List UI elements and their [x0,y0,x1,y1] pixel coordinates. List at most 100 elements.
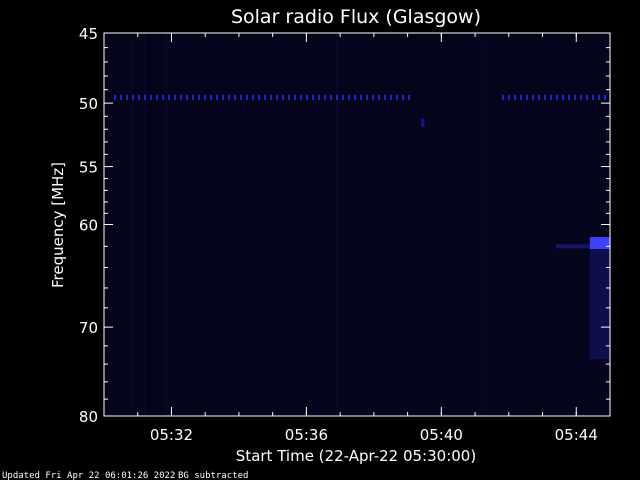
noise-column [168,33,172,416]
interference-dash [210,94,213,100]
noise-column [129,33,133,416]
noise-column [228,33,230,416]
noise-column [502,33,505,416]
noise-column [557,33,559,416]
noise-column [587,33,590,416]
interference-dash [378,94,381,100]
noise-column [328,33,332,416]
y-axis-label: Frequency [MHz] [49,162,67,288]
interference-dash [318,94,321,100]
interference-dash [144,94,147,100]
plot-background [104,33,610,416]
features-layer [114,94,610,360]
interference-dash [568,94,571,100]
interference-dash [366,94,369,100]
y-tick-label: 70 [79,319,98,337]
interference-dash [502,94,505,100]
noise-column [338,33,341,416]
interference-dash [354,94,357,100]
noise-column [332,33,334,416]
noise-column [315,33,318,416]
noise-column [353,33,356,416]
chart-title: Solar radio Flux (Glasgow) [231,6,481,28]
noise-column [279,33,283,416]
interference-dash [264,94,267,100]
noise-column [470,33,474,416]
interference-dash [180,94,183,100]
noise-column [354,33,358,416]
noise-column [352,33,354,416]
noise-column [409,33,412,416]
interference-dash [288,94,291,100]
interference-dash [520,94,523,100]
interference-dash [384,94,387,100]
noise-column [438,33,440,416]
noise-column [524,33,526,416]
noise-column [524,33,526,416]
noise-column [159,33,161,416]
x-axis-label: Start Time (22-Apr-22 05:30:00) [236,447,476,465]
noise-column [260,33,263,416]
interference-dash [294,94,297,100]
interference-dash [336,94,339,100]
interference-dash [514,94,517,100]
interference-dash [126,94,129,100]
interference-dash [550,94,553,100]
burst-tail [556,244,590,249]
noise-column [589,33,591,416]
noise-column [541,33,543,416]
noise-column [446,33,448,416]
interference-dash [586,94,589,100]
burst-glow [589,249,610,360]
noise-column [258,33,260,416]
noise-column [189,33,192,416]
interference-dash [360,94,363,100]
noise-column [590,33,593,416]
noise-column [392,33,394,416]
interference-dash [138,94,141,100]
noise-column [182,33,185,416]
noise-column [562,33,565,416]
noise-column [485,33,488,416]
noise-column [482,33,485,416]
interference-dash [120,94,123,100]
noise-column [387,33,389,416]
noise-column [230,33,233,416]
noise-column [477,33,480,416]
noise-column [118,33,121,416]
interference-dash [324,94,327,100]
noise-column [173,33,175,416]
noise-column [477,33,481,416]
noise-column [278,33,282,416]
interference-dash [390,94,393,100]
noise-column [380,33,383,416]
interference-dash [538,94,541,100]
interference-dash [562,94,565,100]
noise-column [227,33,230,416]
noise-column [286,33,289,416]
noise-column [311,33,315,416]
y-tick-label: 55 [79,159,98,177]
noise-column [199,33,202,416]
noise-column [392,33,395,416]
noise-column [243,33,246,416]
interference-dash [156,94,159,100]
interference-dash [330,94,333,100]
noise-column [524,33,526,416]
noise-column [147,33,149,416]
footer-updated: Updated Fri Apr 22 06:01:26 2022 [2,471,175,480]
interference-dash [544,94,547,100]
interference-dash [162,94,165,100]
noise-column [300,33,304,416]
noise-column [552,33,555,416]
interference-dash [604,94,607,100]
noise-column [223,33,226,416]
noise-column [351,33,353,416]
y-tick-label: 80 [79,408,98,426]
interference-dash [204,94,207,100]
noise-column [594,33,597,416]
noise-column [273,33,276,416]
noise-column [148,33,151,416]
interference-dash [282,94,285,100]
